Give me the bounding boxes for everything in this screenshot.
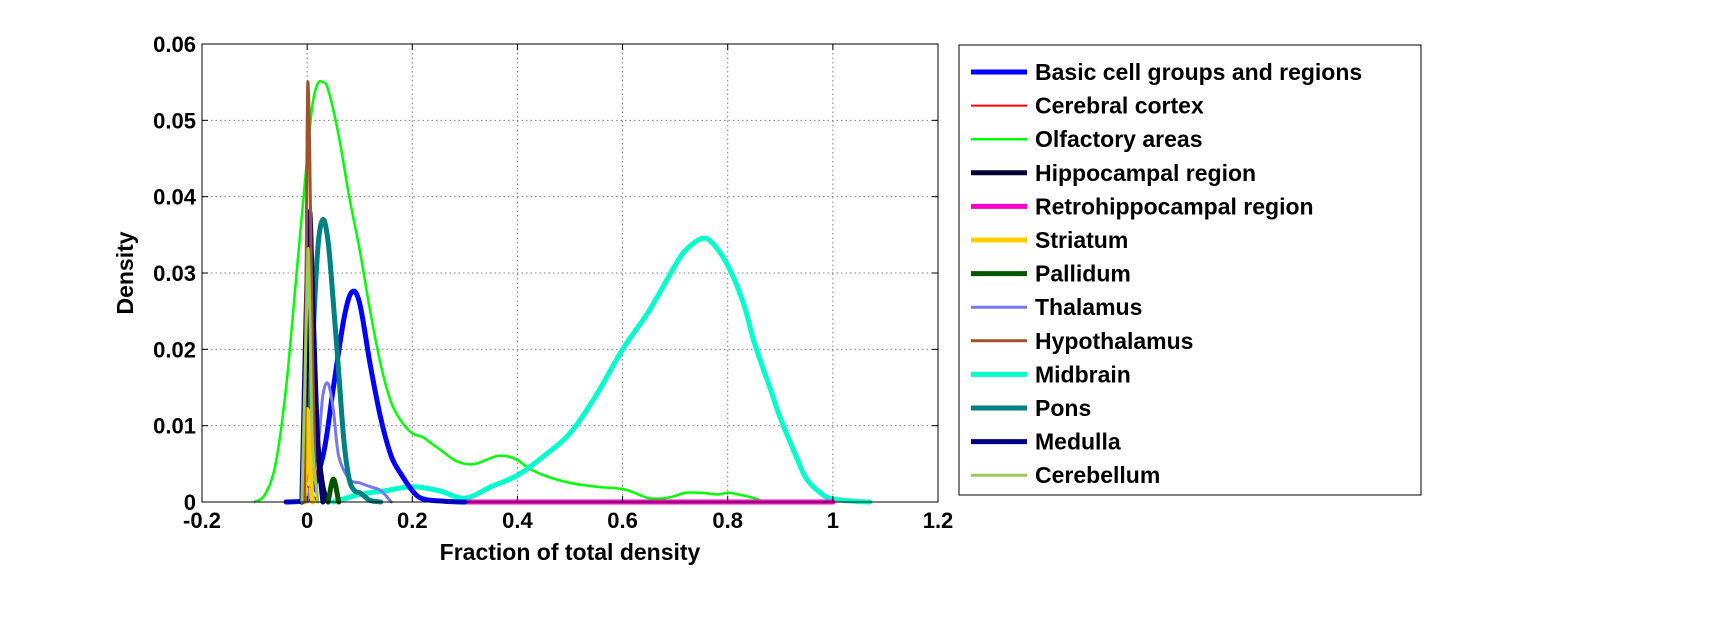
- series-line-midbrain: [330, 235, 873, 505]
- x-tick-label: -0.2: [183, 508, 221, 533]
- y-tick-label: 0.03: [153, 261, 196, 286]
- legend-label-pons: Pons: [1035, 395, 1091, 421]
- x-tick-label: 0.6: [607, 508, 638, 533]
- series-line-olfactory-areas: [253, 79, 766, 504]
- x-tick-label: 0.4: [502, 508, 533, 533]
- series-line-hypothalamus: [303, 80, 320, 504]
- y-tick-label: 0.06: [153, 32, 196, 57]
- grid-lines: [202, 44, 938, 502]
- series-line-pallidum: [325, 476, 342, 505]
- series-line-cerebellum: [300, 247, 320, 504]
- x-tick-label: 1: [827, 508, 839, 533]
- legend-label-hypothalamus: Hypothalamus: [1035, 328, 1193, 354]
- y-tick-label: 0.02: [153, 337, 196, 362]
- axis-ticks: -0.2 0 0.2 0.4 0.6 0.8 1 1.200.010.020.030.040.…: [153, 32, 953, 533]
- legend-label-thalamus: Thalamus: [1035, 294, 1142, 320]
- legend-box: [958, 44, 1422, 496]
- x-tick-label: 0.8: [712, 508, 743, 533]
- x-tick-label: 0: [301, 508, 313, 533]
- plot-area: -0.2 0 0.2 0.4 0.6 0.8 1 1.200.010.020.030.040.…: [153, 32, 953, 533]
- legend-label-olfactory-areas: Olfactory areas: [1035, 126, 1202, 152]
- legend-label-hippocampal-region: Hippocampal region: [1035, 160, 1256, 186]
- legend-label-basic-cell-groups-and-regions: Basic cell groups and regions: [1035, 59, 1362, 85]
- legend-label-cerebellum: Cerebellum: [1035, 462, 1160, 488]
- x-tick-label: 1.2: [923, 508, 954, 533]
- series-line-basic-cell-groups-and-regions: [283, 288, 468, 505]
- y-tick-label: 0.01: [153, 414, 196, 439]
- legend-label-striatum: Striatum: [1035, 227, 1128, 253]
- x-axis-label: Fraction of total density: [440, 539, 701, 565]
- y-tick-label: 0.04: [153, 185, 197, 210]
- series-lines: [253, 79, 873, 505]
- legend-label-cerebral-cortex: Cerebral cortex: [1035, 93, 1204, 119]
- legend-label-midbrain: Midbrain: [1035, 361, 1131, 387]
- y-tick-label: 0.05: [153, 108, 196, 133]
- series-line-thalamus: [305, 381, 393, 504]
- y-tick-label: 0: [184, 490, 196, 515]
- legend: Basic cell groups and regions Cerebral co…: [958, 44, 1422, 496]
- legend-label-retrohippocampal-region: Retrohippocampal region: [1035, 193, 1314, 219]
- y-axis-label: Density: [112, 231, 138, 314]
- legend-label-medulla: Medulla: [1035, 429, 1121, 455]
- x-tick-label: 0.2: [397, 508, 428, 533]
- legend-label-pallidum: Pallidum: [1035, 261, 1131, 287]
